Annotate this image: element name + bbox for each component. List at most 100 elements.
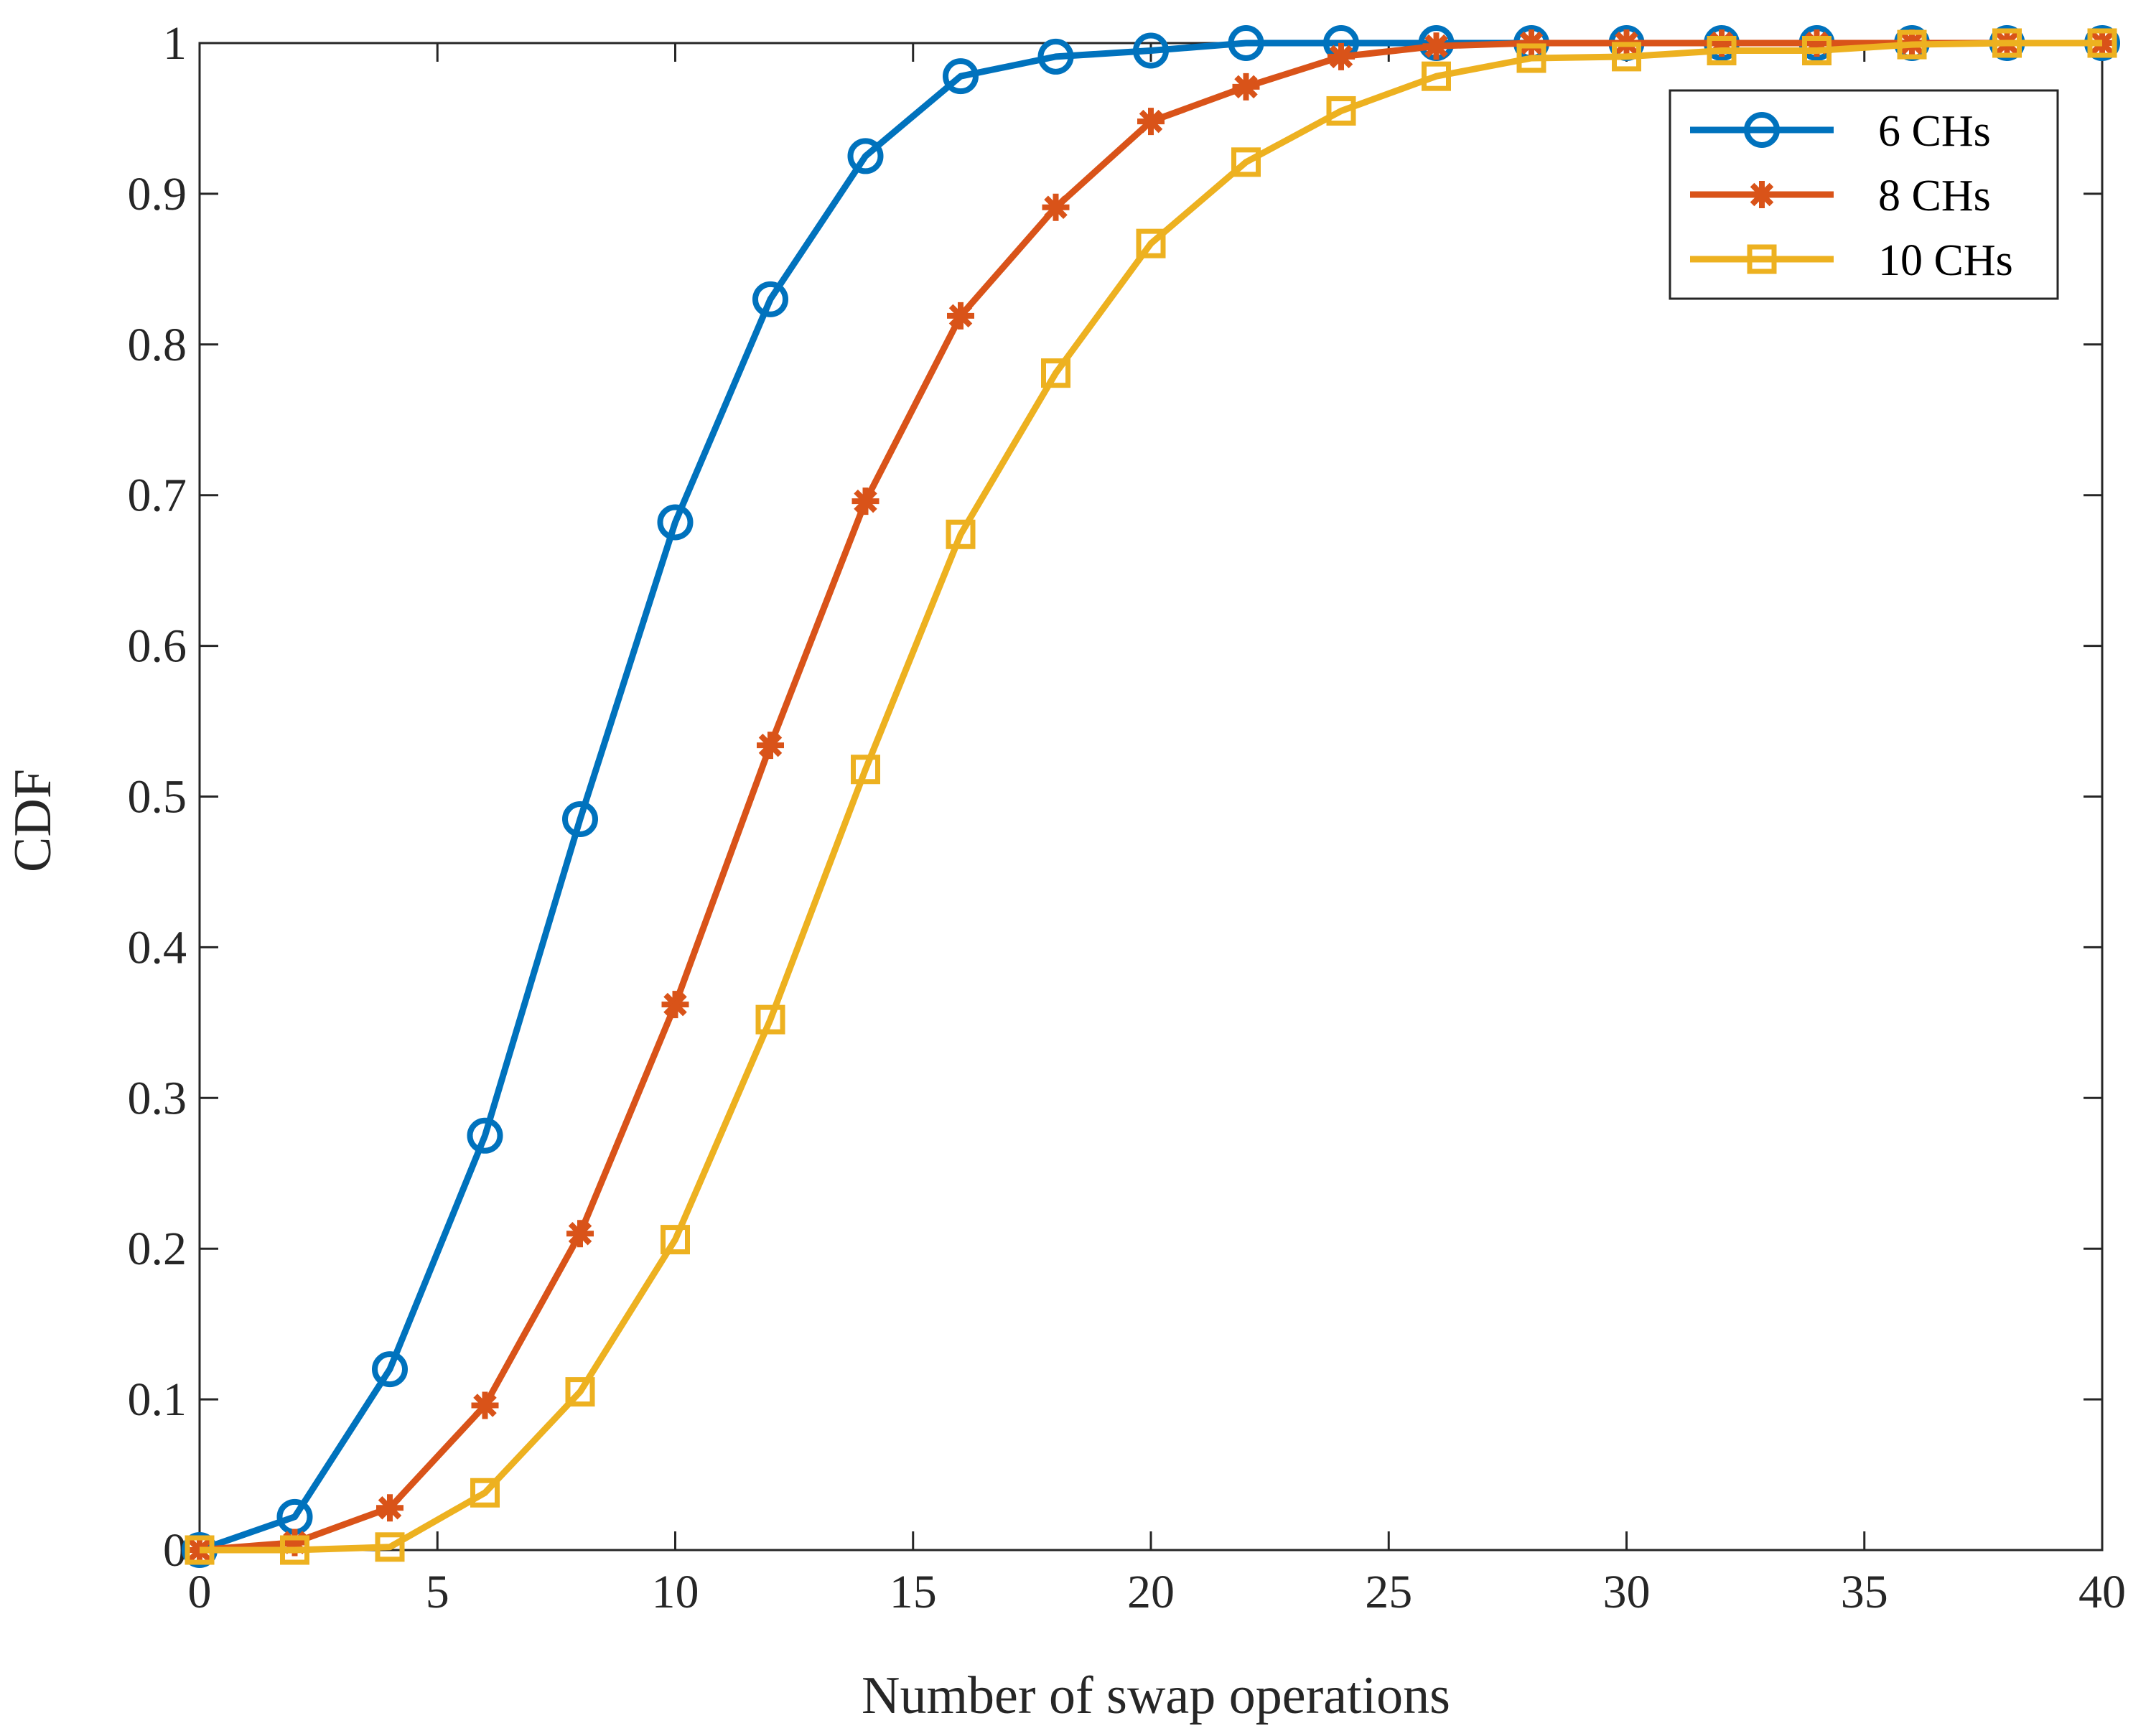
marker-shape (1897, 29, 1927, 60)
legend-item: 8 CHs (1690, 172, 1991, 220)
data-point (947, 302, 974, 330)
y-tick-label: 0.9 (128, 168, 187, 220)
data-point (755, 1004, 785, 1035)
data-point (1326, 95, 1356, 126)
marker-shape (185, 1535, 215, 1565)
legend-label: 8 CHs (1878, 172, 1991, 220)
marker-shape (1037, 38, 1074, 75)
marker-shape (1802, 35, 1832, 65)
data-point (1802, 35, 1832, 65)
marker-shape (1516, 43, 1546, 73)
x-tick-label: 30 (1603, 1566, 1651, 1618)
data-point (562, 801, 598, 837)
marker-shape (661, 1225, 690, 1255)
marker-stroke (1750, 182, 1774, 207)
y-tick-label: 0.7 (128, 470, 187, 522)
y-axis-title: CDF (4, 769, 62, 872)
marker-shape (755, 1004, 785, 1035)
data-point (757, 732, 784, 760)
y-tick-label: 0.4 (128, 921, 187, 974)
data-point (946, 519, 976, 549)
legend-item: 6 CHs (1690, 107, 1991, 156)
x-tick-label: 35 (1841, 1566, 1888, 1618)
legend-marker (1744, 112, 1780, 148)
data-point (657, 504, 694, 541)
x-tick-label: 0 (188, 1566, 212, 1618)
marker-shape (1231, 147, 1261, 177)
marker-shape (1326, 95, 1356, 126)
data-point (1518, 29, 1545, 57)
marker-stroke (1329, 45, 1353, 69)
data-point (661, 991, 689, 1019)
marker-shape (1228, 25, 1264, 61)
data-point (1328, 42, 1355, 70)
data-point (851, 755, 880, 785)
x-axis-title: Number of swap operations (862, 1666, 1450, 1725)
marker-stroke (854, 489, 877, 513)
marker-stroke (1424, 34, 1448, 58)
x-tick-label: 20 (1127, 1566, 1175, 1618)
legend: 6 CHs 8 CHs 10 CHs (1669, 89, 2059, 300)
marker-shape (565, 1377, 595, 1407)
series-10-chs (185, 28, 2117, 1565)
marker-stroke (758, 733, 783, 757)
data-point (1228, 25, 1264, 61)
series-group (182, 25, 2120, 1568)
y-tick-label: 0.3 (128, 1072, 187, 1124)
data-point (1612, 42, 1641, 72)
marker-shape (1744, 112, 1780, 148)
marker-shape (1612, 42, 1641, 72)
marker-shape (657, 504, 694, 541)
data-point (375, 1532, 405, 1562)
marker-shape (1136, 228, 1166, 258)
marker-stroke (378, 1495, 402, 1520)
marker-shape (847, 138, 884, 174)
marker-shape (1707, 35, 1737, 65)
x-tick-label: 10 (652, 1566, 699, 1618)
marker-shape (470, 1478, 500, 1508)
marker-shape (943, 58, 979, 95)
data-point (1232, 73, 1260, 101)
legend-label: 6 CHs (1878, 107, 1991, 156)
marker-shape (946, 519, 976, 549)
data-point (1137, 108, 1165, 136)
legend-marker (1747, 244, 1777, 274)
data-point (943, 58, 979, 95)
marker-shape (1422, 61, 1451, 91)
data-point (1231, 147, 1261, 177)
legend-item: 10 CHs (1690, 236, 2013, 285)
marker-shape (1133, 32, 1169, 69)
y-tick-label: 0.8 (128, 319, 187, 371)
data-point (661, 1225, 690, 1255)
data-point (1992, 28, 2022, 58)
data-point (185, 1535, 215, 1565)
data-point (851, 487, 879, 515)
data-point (1897, 29, 1927, 60)
data-point (467, 1117, 503, 1154)
marker-stroke (1139, 109, 1163, 134)
marker-shape (752, 281, 788, 317)
marker-shape (467, 1117, 503, 1154)
data-point (566, 1220, 594, 1248)
data-point (1136, 228, 1166, 258)
marker-stroke (473, 1394, 497, 1417)
data-point (847, 138, 884, 174)
data-point (1422, 61, 1451, 91)
y-tick-label: 0.5 (128, 771, 187, 823)
data-point (1041, 358, 1070, 388)
marker-shape (851, 755, 880, 785)
y-tick-label: 1 (163, 17, 187, 70)
marker-stroke (948, 304, 973, 328)
y-tick-label: 0.6 (128, 620, 187, 673)
data-point (471, 1391, 499, 1419)
data-point (565, 1377, 595, 1407)
data-point (1037, 38, 1074, 75)
x-tick-label: 25 (1365, 1566, 1412, 1618)
data-point (376, 1494, 403, 1522)
marker-shape (562, 801, 598, 837)
x-tick-label: 5 (426, 1566, 449, 1618)
data-point (1422, 32, 1450, 60)
data-point (372, 1351, 408, 1388)
data-point (1133, 32, 1169, 69)
